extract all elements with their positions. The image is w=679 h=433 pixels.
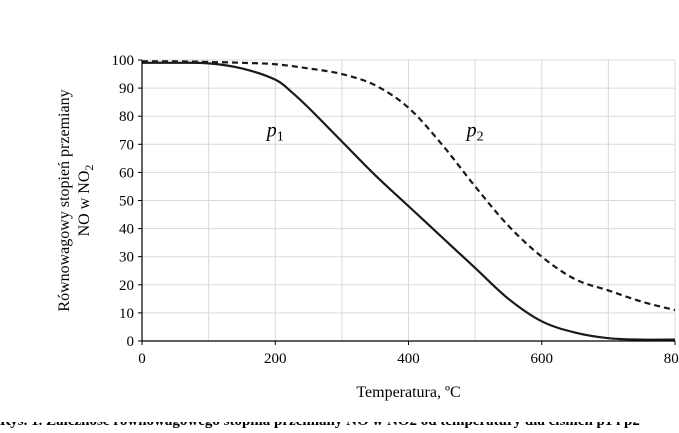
y-tick-label-90: 90 [119,81,134,97]
x-tick-label-200: 200 [264,351,287,367]
curve-label-p2-subscript: 2 [477,129,484,144]
y-tick-label-50: 50 [119,194,134,210]
y-tick-label-70: 70 [119,137,134,153]
x-tick-label-800: 800 [664,351,679,367]
x-tick-label-400: 400 [397,351,420,367]
y-axis-title-line1: Równowagowy stopień przemiany [56,89,73,311]
series-line-p1 [141,61,676,341]
y-tick-label-60: 60 [119,165,134,181]
tick-labels: 0 10 20 30 40 50 60 70 80 90 100 0 200 400 600 800 [112,53,679,367]
y-tick-label-40: 40 [119,222,134,238]
y-tick-label-10: 10 [119,306,134,322]
series-line-p2 [141,60,676,312]
y-axis-title-subscript: 2 [82,165,96,171]
figure-caption: Rys. 1. Zależność równowagowego stopnia … [0,413,640,429]
y-tick-label-20: 20 [119,278,134,294]
y-tick-label-30: 30 [119,250,134,266]
x-axis-title: Temperatura, ºC [356,384,460,401]
curve-label-p2: p2 [465,119,484,144]
curve-label-p1-subscript: 1 [277,129,284,144]
y-tick-label-0: 0 [127,334,135,350]
y-axis-title-line2-text: NO w NO [76,171,93,237]
line-chart: 01020304050607080901000200400600800 p1p2… [56,53,679,401]
curve-label-p1-main: p [265,119,277,141]
x-tick-label-0: 0 [138,351,146,367]
curve-label-p1: p1 [265,119,284,144]
series-lines [141,60,676,341]
y-tick-label-100: 100 [112,53,135,69]
curve-labels: p1 p2 [265,119,484,144]
axes [138,59,676,345]
y-axis-title-line2: NO w NO2 [76,165,96,237]
x-tick-label-600: 600 [531,351,554,367]
y-tick-label-80: 80 [119,109,134,125]
curve-label-p2-main: p [465,119,477,141]
grid [142,59,676,341]
